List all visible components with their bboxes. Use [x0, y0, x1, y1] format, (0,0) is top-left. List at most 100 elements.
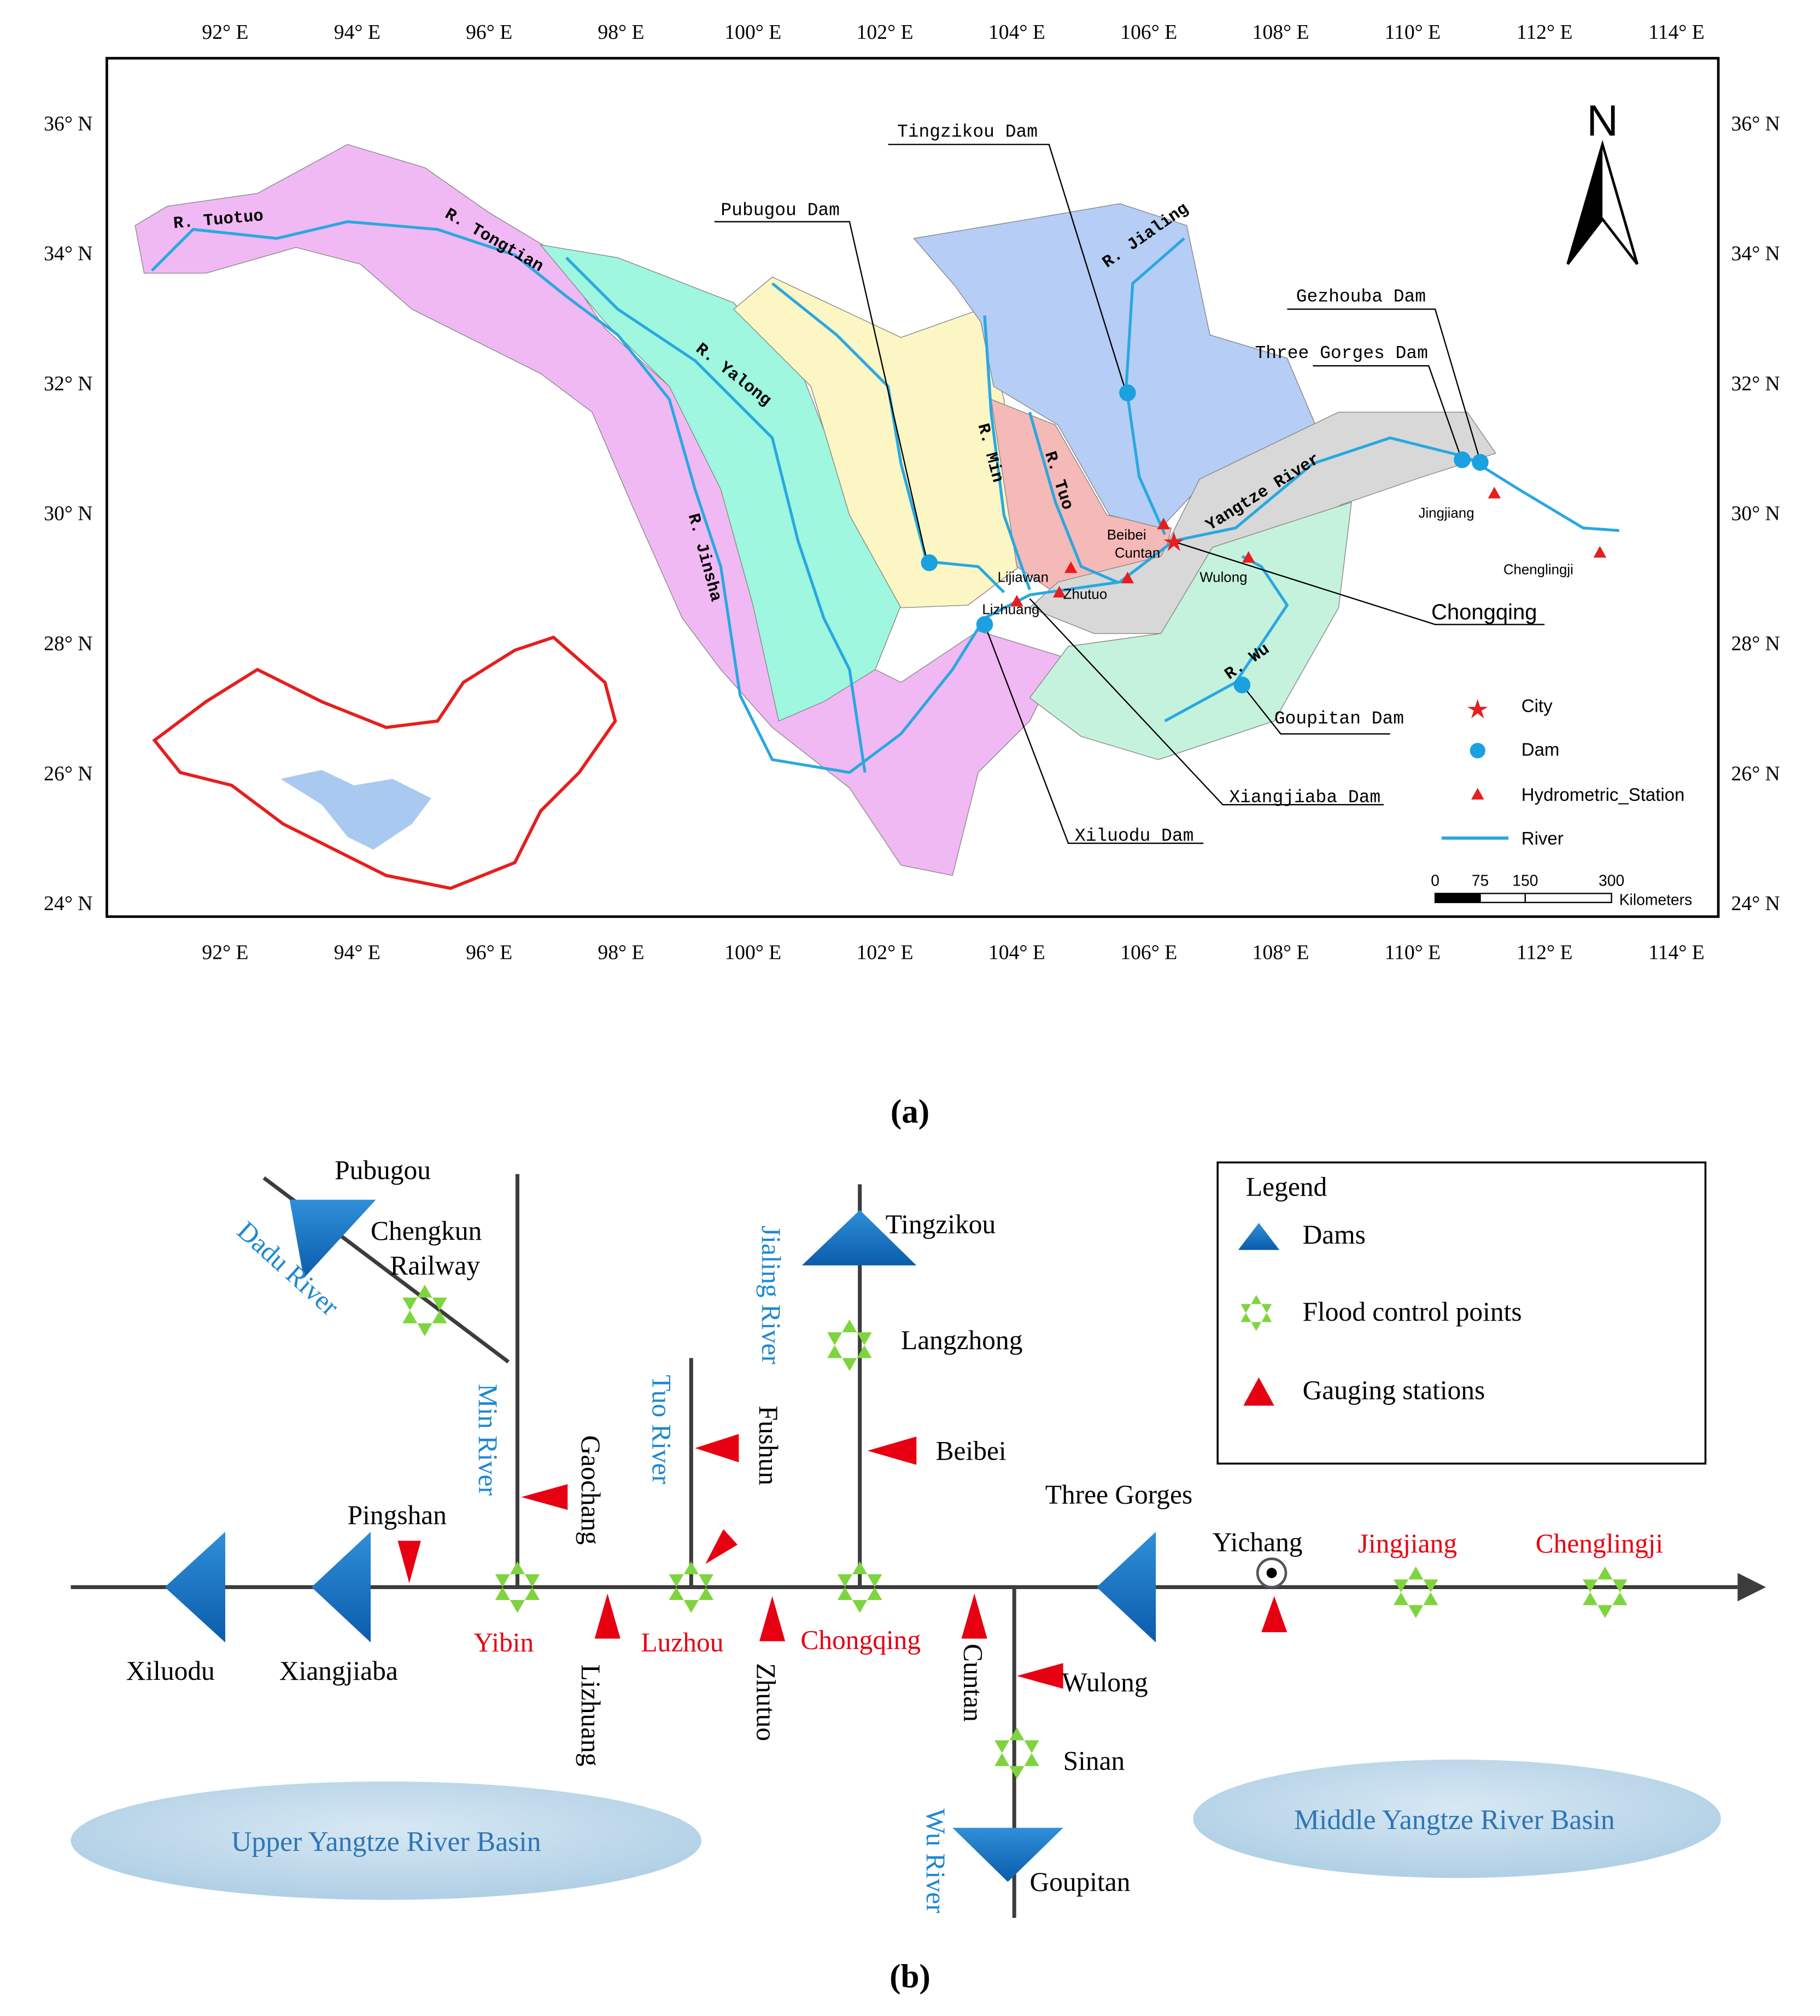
yichang-marker: [1266, 1568, 1277, 1578]
lat-label: 24° N: [1731, 892, 1780, 915]
legend-box: [1216, 1161, 1707, 1465]
place-label: Chenglingji: [1503, 562, 1573, 578]
caption: (a): [891, 1093, 929, 1130]
scale-label: 0: [1431, 871, 1439, 889]
station-label: Beibei: [936, 1435, 1006, 1466]
scale-label: 75: [1472, 871, 1489, 889]
lat-label: 34° N: [1731, 242, 1780, 265]
city-label: Chenglingji: [1536, 1528, 1663, 1558]
lat-label: 32° N: [44, 372, 92, 395]
station-label: Xiluodu: [126, 1656, 215, 1686]
scale-label: 300: [1599, 871, 1624, 889]
scale-unit: Kilometers: [1619, 891, 1692, 909]
lon-label: 108° E: [1253, 21, 1309, 44]
place-label: Wulong: [1199, 570, 1247, 585]
lon-label: 104° E: [988, 21, 1045, 44]
lon-label: 112° E: [1517, 941, 1573, 964]
lat-label: 28° N: [1731, 632, 1780, 655]
station-label: Three Gorges: [1045, 1479, 1193, 1509]
lon-label: 96° E: [466, 21, 512, 44]
place-label: Lizhuang: [982, 602, 1039, 618]
legend-title: Legend: [1246, 1172, 1327, 1202]
rivers: [150, 220, 1619, 774]
lon-label: 100° E: [724, 21, 781, 44]
lon-label: 106° E: [1120, 21, 1177, 44]
lon-label: 94° E: [334, 21, 381, 44]
station-label: Langzhong: [901, 1325, 1022, 1355]
scale-label: 150: [1512, 871, 1538, 889]
lon-label: 104° E: [988, 941, 1045, 964]
station-label: Zhutuo: [751, 1663, 781, 1741]
station-markers: [1010, 487, 1607, 607]
station-label: Fushun: [753, 1405, 783, 1485]
lon-label: 114° E: [1648, 941, 1705, 964]
dam-label: Three Gorges Dam: [1255, 343, 1427, 364]
lat-label: 32° N: [1731, 372, 1780, 395]
scale-bar: [1434, 893, 1612, 904]
lon-label: 94° E: [334, 941, 381, 964]
river-label: Tuo River: [647, 1375, 677, 1485]
lon-label: 92° E: [202, 941, 248, 964]
place-label: Beibei: [1107, 528, 1146, 543]
station-label: Goupitan: [1029, 1867, 1130, 1897]
lon-label: 106° E: [1120, 941, 1177, 964]
north-label: N: [1587, 96, 1618, 145]
city-label: Luzhou: [641, 1627, 723, 1657]
lat-label: 24° N: [44, 892, 92, 915]
legend-label: Dams: [1303, 1220, 1366, 1250]
station-label: Sinan: [1063, 1746, 1125, 1776]
lon-label: 92° E: [202, 21, 248, 44]
dam-label: Pubugou Dam: [721, 201, 840, 221]
legend-label: Flood control points: [1303, 1297, 1522, 1327]
lat-label: 36° N: [1731, 112, 1780, 135]
station-label: Cuntan: [958, 1644, 988, 1722]
place-label: Cuntan: [1115, 546, 1160, 561]
river-label: Min River: [473, 1384, 503, 1496]
legend-label: Gauging stations: [1303, 1375, 1485, 1405]
place-label: Chongqing: [1431, 600, 1537, 624]
legend-label: City: [1521, 696, 1553, 716]
place-label: Zhutuo: [1063, 587, 1108, 602]
china-outline: [152, 635, 617, 890]
station-label: Pingshan: [348, 1500, 447, 1530]
dam-label: Gezhouba Dam: [1296, 286, 1426, 307]
station-label: Wulong: [1062, 1667, 1148, 1697]
city-label: Yibin: [473, 1627, 534, 1657]
leader-lines: [714, 144, 1545, 844]
station-label: Xiangjiaba: [279, 1656, 398, 1686]
dam-label: Tingzikou Dam: [897, 122, 1038, 142]
station-label: Lizhuang: [576, 1665, 606, 1767]
lat-label: 26° N: [1731, 762, 1780, 785]
lon-label: 102° E: [857, 21, 914, 44]
dam-symbols: [165, 1199, 1280, 1882]
wu-basin: [1029, 501, 1352, 760]
basin-ellipse: [71, 1781, 702, 1900]
station-label: Railway: [390, 1250, 480, 1280]
basin-label: Middle Yangtze River Basin: [1294, 1804, 1615, 1836]
lat-label: 30° N: [44, 502, 92, 525]
lon-label: 114° E: [1648, 21, 1705, 44]
legend-label: Dam: [1521, 740, 1560, 760]
dam-label: Xiluodu Dam: [1075, 826, 1194, 846]
basin-inset: [280, 770, 431, 850]
lon-label: 98° E: [598, 941, 644, 964]
station-label: Pubugou: [335, 1155, 431, 1185]
basin-ellipse: [1193, 1759, 1721, 1878]
city-label: Jingjiang: [1358, 1528, 1457, 1558]
basin-label: Upper Yangtze River Basin: [231, 1826, 541, 1857]
lon-label: 108° E: [1253, 941, 1309, 964]
lon-label: 100° E: [724, 941, 781, 964]
wu-river: [1164, 555, 1289, 723]
gauging-symbols: [397, 1377, 1288, 1689]
station-label: Chengkun: [371, 1216, 482, 1246]
tuo-river: [1028, 412, 1118, 584]
min-river: [983, 315, 1031, 590]
city-marker: [1163, 531, 1184, 552]
dam-markers: [921, 384, 1489, 694]
lon-label: 102° E: [857, 941, 914, 964]
lon-label: 110° E: [1385, 941, 1441, 964]
lon-label: 98° E: [598, 21, 644, 44]
lat-label: 28° N: [44, 632, 92, 655]
